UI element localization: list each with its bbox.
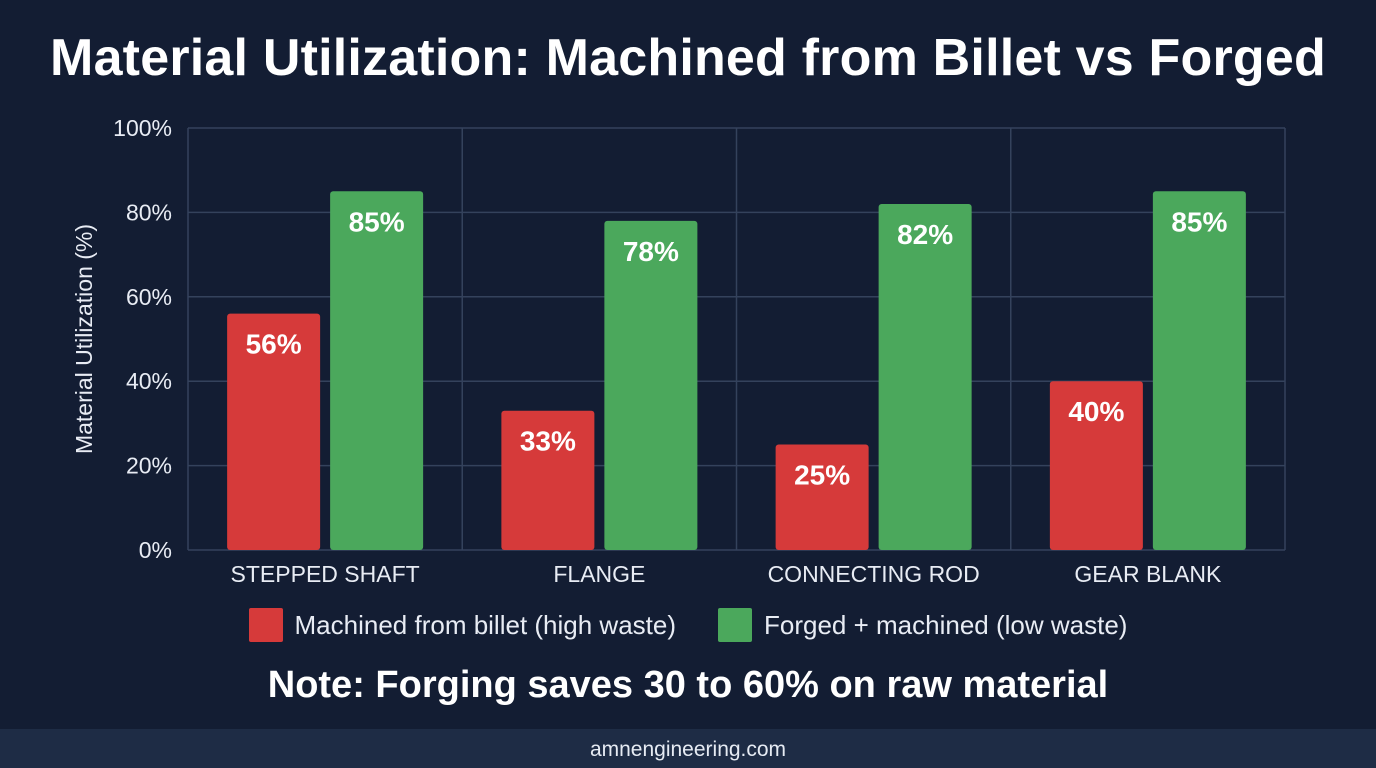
- y-tick-label: 60%: [126, 284, 172, 310]
- x-tick-label: GEAR BLANK: [1074, 561, 1222, 587]
- y-tick-label: 0%: [139, 537, 172, 563]
- legend-label-billet: Machined from billet (high waste): [294, 609, 677, 640]
- x-tick-label: STEPPED SHAFT: [231, 561, 420, 587]
- bar-forged-3[interactable]: [1152, 191, 1246, 551]
- bar-value-label: 33%: [520, 426, 576, 457]
- chart-title: Material Utilization: Machined from Bill…: [50, 29, 1326, 87]
- bar-value-label: 82%: [897, 219, 953, 250]
- y-axis-label: Material Utilization (%): [71, 224, 97, 454]
- bars: 56% 85% 33% 78% 25% 82% 40% 85%: [227, 191, 1246, 551]
- bar-value-label: 40%: [1068, 396, 1124, 427]
- x-axis-ticks: STEPPED SHAFT FLANGE CONNECTING ROD GEAR BL…: [231, 561, 1222, 587]
- bar-billet-3[interactable]: [1049, 381, 1143, 550]
- x-tick-label: FLANGE: [553, 561, 645, 587]
- bar-forged-0[interactable]: [330, 191, 424, 551]
- bar-chart: 0% 20% 40% 60% 80% 100% Material Utilization …: [71, 115, 1286, 587]
- bar-value-label: 25%: [794, 460, 850, 491]
- bar-value-label: 56%: [246, 329, 302, 360]
- y-tick-label: 40%: [126, 368, 172, 394]
- bar-value-label: 78%: [623, 236, 679, 267]
- bar-billet-1[interactable]: [501, 410, 595, 550]
- legend-label-forged: Forged + machined (low waste): [764, 609, 1128, 640]
- legend-item-billet[interactable]: Machined from billet (high waste): [248, 608, 677, 642]
- bar-billet-2[interactable]: [775, 444, 869, 551]
- y-tick-label: 100%: [113, 115, 172, 141]
- bar-forged-2[interactable]: [878, 203, 972, 550]
- y-tick-label: 20%: [126, 453, 172, 479]
- bar-billet-0[interactable]: [227, 313, 321, 550]
- bar-forged-1[interactable]: [604, 220, 698, 550]
- y-axis-ticks: 0% 20% 40% 60% 80% 100%: [113, 115, 172, 563]
- legend-swatch-billet: [248, 608, 283, 642]
- legend-item-forged[interactable]: Forged + machined (low waste): [718, 608, 1127, 642]
- legend: Machined from billet (high waste) Forged…: [0, 608, 1376, 642]
- bar-value-label: 85%: [1171, 206, 1227, 237]
- y-tick-label: 80%: [126, 199, 172, 225]
- legend-swatch-forged: [718, 608, 753, 642]
- note-text: Note: Forging saves 30 to 60% on raw mat…: [267, 664, 1109, 706]
- footer-bar: amnengineering.com: [0, 729, 1376, 768]
- footer-site-link[interactable]: amnengineering.com: [589, 738, 787, 761]
- x-tick-label: CONNECTING ROD: [768, 561, 980, 587]
- bar-value-label: 85%: [349, 206, 405, 237]
